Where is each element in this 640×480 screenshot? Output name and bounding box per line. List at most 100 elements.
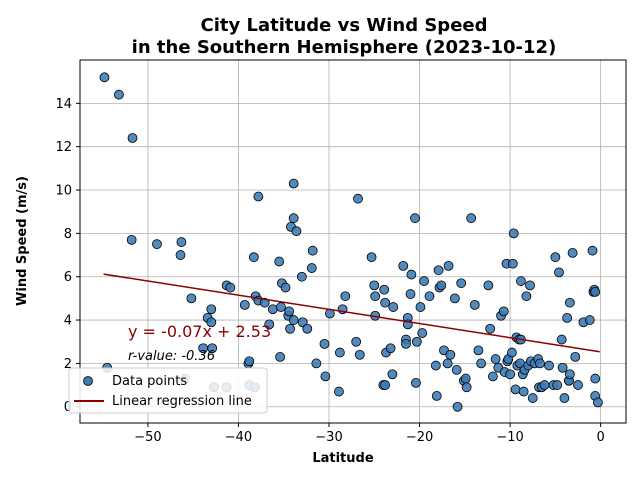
y-tick-label: 4	[64, 314, 72, 329]
data-point	[485, 323, 496, 334]
data-point	[521, 291, 532, 302]
scatter-points	[99, 72, 603, 412]
data-point	[401, 338, 411, 349]
chart-title-line-1: City Latitude vs Wind Speed	[200, 15, 487, 36]
data-point	[288, 178, 299, 189]
data-point	[590, 373, 601, 384]
data-point	[387, 369, 398, 380]
data-point	[556, 334, 567, 345]
data-point	[406, 269, 417, 280]
data-point	[353, 193, 363, 204]
grid-lines	[80, 60, 626, 423]
y-axis-ticks: 0 2 4 6 8 10 12 14	[55, 97, 80, 415]
x-axis-label: Latitude	[312, 451, 374, 466]
data-point	[461, 382, 472, 393]
legend: Data points Linear regression line	[68, 367, 268, 414]
legend-box	[68, 367, 268, 414]
data-point	[436, 280, 447, 291]
data-point	[415, 302, 426, 312]
data-point	[311, 358, 322, 369]
data-point	[451, 365, 462, 375]
data-point	[267, 304, 278, 315]
data-point	[248, 252, 259, 263]
data-point	[253, 191, 264, 202]
data-point	[366, 252, 377, 263]
x-tick-label: −40	[225, 430, 252, 445]
x-tick-label: −30	[315, 430, 342, 445]
data-point	[388, 302, 399, 312]
data-point	[559, 393, 570, 403]
data-point	[410, 213, 420, 224]
data-point	[320, 371, 331, 382]
data-point	[460, 373, 471, 384]
data-point	[334, 347, 345, 358]
data-point	[288, 213, 299, 224]
data-point	[527, 393, 538, 403]
data-point	[351, 336, 362, 347]
data-point	[206, 304, 217, 315]
data-point	[424, 291, 435, 302]
data-point	[175, 250, 186, 260]
data-point	[127, 133, 138, 143]
y-tick-label: 6	[64, 270, 72, 285]
legend-marker-points	[83, 376, 93, 386]
data-point	[280, 282, 291, 293]
data-point	[564, 297, 575, 308]
data-point	[186, 293, 197, 304]
chart-title-line-2: in the Southern Hemisphere (2023-10-12)	[132, 37, 557, 58]
data-point	[557, 362, 568, 373]
data-point	[244, 356, 255, 367]
data-point	[398, 260, 409, 271]
data-point	[449, 293, 460, 304]
data-point	[469, 299, 480, 310]
data-point	[288, 315, 299, 325]
data-point	[276, 302, 286, 312]
data-point	[259, 297, 270, 308]
data-point	[411, 378, 421, 388]
data-point	[354, 349, 365, 360]
data-point	[456, 278, 467, 289]
data-point	[507, 347, 517, 358]
y-tick-label: 10	[55, 184, 72, 199]
x-tick-label: −50	[134, 430, 161, 445]
data-point	[505, 369, 515, 380]
data-point	[152, 239, 162, 250]
data-point	[430, 360, 441, 371]
data-point	[340, 291, 351, 302]
data-point	[550, 252, 561, 263]
data-point	[239, 299, 250, 310]
data-point	[380, 297, 391, 308]
data-point	[452, 401, 463, 412]
data-point	[176, 237, 187, 247]
y-tick-label: 12	[55, 140, 72, 155]
x-tick-label: −10	[496, 430, 523, 445]
data-point	[206, 317, 217, 328]
data-point	[126, 234, 137, 245]
data-point	[417, 328, 428, 338]
data-point	[291, 226, 302, 237]
data-point	[307, 245, 318, 256]
data-point	[207, 343, 218, 354]
data-point	[284, 306, 295, 317]
data-point	[385, 343, 396, 354]
y-tick-label: 8	[64, 227, 72, 242]
r-value-annotation: r-value: -0.36	[128, 349, 215, 364]
y-axis-label: Wind Speed (m/s)	[15, 176, 30, 306]
data-point	[590, 286, 601, 297]
y-tick-label: 14	[55, 97, 72, 112]
data-point	[518, 386, 529, 397]
data-point	[443, 260, 454, 271]
data-point	[544, 360, 554, 371]
data-point	[587, 245, 598, 256]
data-point	[552, 380, 563, 390]
legend-label-regression: Linear regression line	[112, 394, 252, 409]
data-point	[498, 306, 509, 317]
data-point	[370, 291, 381, 302]
data-point	[411, 336, 422, 347]
data-point	[419, 276, 429, 286]
plot-area-frame	[79, 59, 627, 424]
data-point	[225, 282, 236, 293]
data-point	[285, 323, 295, 334]
legend-label-points: Data points	[112, 374, 187, 389]
data-point	[445, 349, 456, 360]
